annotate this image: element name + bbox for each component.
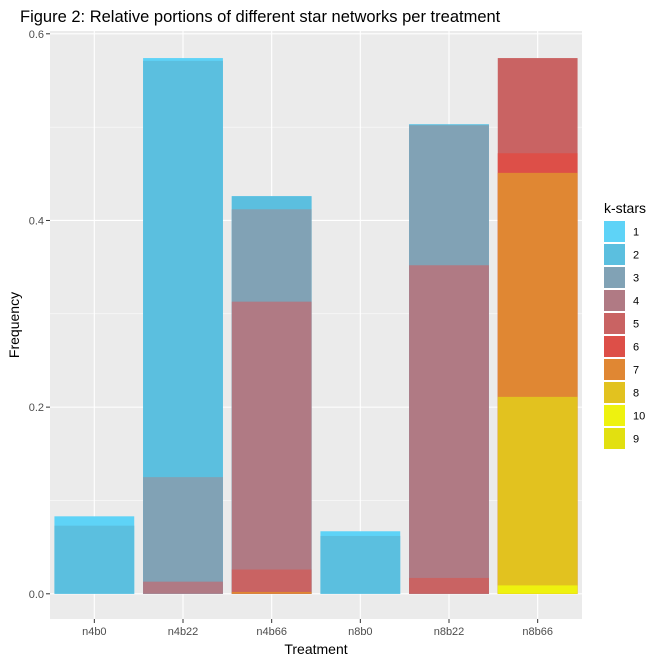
bar-n4b66-kstar-4 bbox=[231, 301, 312, 594]
y-axis-title: Frequency bbox=[6, 292, 22, 358]
x-tick-label: n4b22 bbox=[168, 626, 199, 638]
legend-key-4 bbox=[604, 290, 625, 311]
legend-label: 2 bbox=[633, 250, 639, 262]
legend-label: 6 bbox=[633, 342, 639, 354]
x-tick-label: n8b0 bbox=[348, 626, 372, 638]
y-axis: 0.0 0.2 0.4 0.6 bbox=[29, 29, 50, 601]
bar-n8b22-kstar-5 bbox=[409, 577, 489, 594]
legend: k-stars 1 2 3 4 5 6 7 8 10 9 bbox=[604, 200, 646, 449]
legend-key-9 bbox=[604, 428, 625, 449]
legend-label: 4 bbox=[633, 296, 639, 308]
legend-key-5 bbox=[604, 313, 625, 334]
chart-title: Figure 2: Relative portions of different… bbox=[20, 8, 501, 26]
legend-key-2 bbox=[604, 244, 625, 265]
x-axis: n4b0 n4b22 n4b66 n8b0 n8b22 n8b66 bbox=[82, 619, 553, 638]
bar-n4b22-kstar-4 bbox=[143, 581, 223, 594]
x-tick-label: n8b66 bbox=[522, 626, 553, 638]
legend-key-8 bbox=[604, 382, 625, 403]
x-tick-label: n4b66 bbox=[256, 626, 287, 638]
bar-n4b0-kstar-2 bbox=[54, 525, 135, 594]
legend-label: 10 bbox=[633, 411, 645, 423]
x-axis-title: Treatment bbox=[284, 641, 347, 657]
x-tick-label: n8b22 bbox=[434, 626, 465, 638]
legend-label: 3 bbox=[633, 273, 639, 285]
y-tick-label: 0.2 bbox=[29, 402, 44, 414]
bar-n4b22-kstar-3 bbox=[143, 477, 223, 594]
bar-n4b66-kstar-7 bbox=[231, 591, 312, 594]
legend-label: 7 bbox=[633, 365, 639, 377]
bar-n8b0-kstar-2 bbox=[320, 535, 401, 594]
legend-key-6 bbox=[604, 336, 625, 357]
bar-n8b66-kstar-8 bbox=[497, 396, 578, 594]
y-tick-label: 0.4 bbox=[29, 215, 44, 227]
legend-key-10 bbox=[604, 405, 625, 426]
legend-title: k-stars bbox=[604, 200, 646, 216]
legend-key-1 bbox=[604, 221, 625, 242]
y-tick-label: 0.6 bbox=[29, 29, 44, 41]
bars bbox=[54, 58, 578, 594]
plot-panel bbox=[50, 31, 582, 619]
bar-n8b22-kstar-4 bbox=[409, 265, 489, 594]
legend-label: 5 bbox=[633, 319, 639, 331]
legend-key-7 bbox=[604, 359, 625, 380]
bar-n8b66-kstar-10 bbox=[497, 585, 578, 594]
y-tick-label: 0.0 bbox=[29, 589, 44, 601]
legend-label: 9 bbox=[633, 434, 639, 446]
legend-key-3 bbox=[604, 267, 625, 288]
legend-label: 1 bbox=[633, 227, 639, 239]
x-tick-label: n4b0 bbox=[82, 626, 106, 638]
bar-n4b66-kstar-5 bbox=[231, 569, 312, 594]
legend-label: 8 bbox=[633, 388, 639, 400]
